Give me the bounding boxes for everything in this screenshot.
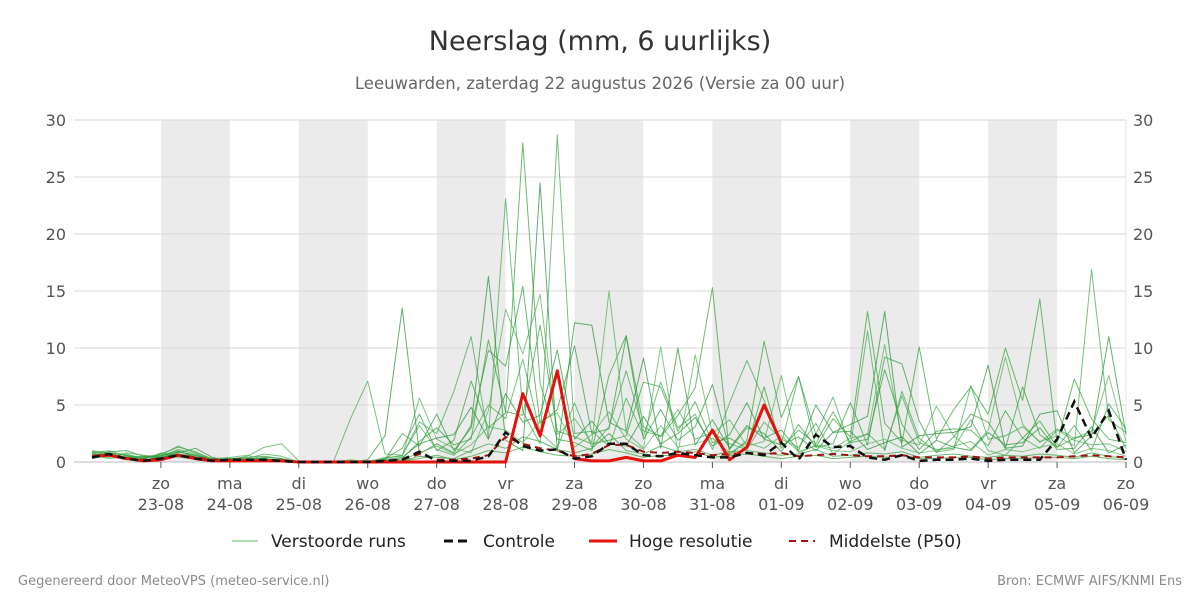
y-tick-right-5: 5 (1133, 396, 1143, 415)
x-tick-date-14: 06-09 (1103, 495, 1150, 514)
x-tick-day-3: wo (356, 474, 379, 493)
y-tick-right-25: 25 (1133, 168, 1153, 187)
x-tick-day-1: ma (217, 474, 242, 493)
y-axis-left: 0 5 10 15 20 25 30 (46, 111, 66, 472)
x-tick-day-4: do (427, 474, 447, 493)
y-axis-right: 0 5 10 15 20 25 30 (1133, 111, 1153, 472)
y-tick-left-20: 20 (46, 225, 66, 244)
x-tick-date-11: 03-09 (896, 495, 943, 514)
y-tick-left-30: 30 (46, 111, 66, 130)
y-tick-left-10: 10 (46, 339, 66, 358)
legend-label-median: Middelste (P50) (829, 532, 962, 552)
y-tick-right-15: 15 (1133, 282, 1153, 301)
member-line-2 (91, 182, 1127, 463)
y-tick-left-15: 15 (46, 282, 66, 301)
legend-label-members: Verstoorde runs (271, 532, 406, 552)
credit-left: Gegenereerd door MeteoVPS (meteo-service… (18, 574, 329, 589)
x-tick-day-14: zo (1117, 474, 1135, 493)
legend-label-control: Controle (483, 532, 555, 552)
x-tick-date-2: 25-08 (276, 495, 323, 514)
y-tick-left-0: 0 (56, 453, 66, 472)
control-line (91, 398, 1128, 464)
y-tick-right-20: 20 (1133, 225, 1153, 244)
x-tick-day-0: zo (152, 474, 170, 493)
member-line-4 (91, 285, 1127, 463)
x-tick-day-13: za (1048, 474, 1066, 493)
control-series (91, 398, 1128, 464)
x-tick-date-5: 28-08 (482, 495, 529, 514)
x-tick-date-0: 23-08 (138, 495, 185, 514)
x-tick-day-5: vr (498, 474, 514, 493)
x-tick-day-10: wo (839, 474, 862, 493)
y-tick-left-5: 5 (56, 396, 66, 415)
chart-title: Neerslag (mm, 6 uurlijks) (429, 26, 771, 57)
x-tick-day-2: di (291, 474, 306, 493)
y-tick-right-10: 10 (1133, 339, 1153, 358)
x-tick-date-12: 04-09 (965, 495, 1012, 514)
x-tick-day-6: za (565, 474, 583, 493)
x-tick-date-8: 31-08 (689, 495, 736, 514)
x-tick-day-12: vr (980, 474, 996, 493)
x-tick-date-7: 30-08 (620, 495, 667, 514)
x-tick-date-1: 24-08 (207, 495, 254, 514)
y-tick-right-30: 30 (1133, 111, 1153, 130)
x-tick-date-13: 05-09 (1034, 495, 1081, 514)
x-tick-day-7: zo (634, 474, 652, 493)
x-tick-date-3: 26-08 (344, 495, 391, 514)
x-tick-day-11: do (909, 474, 929, 493)
x-tick-date-9: 01-09 (758, 495, 805, 514)
x-tick-day-8: ma (700, 474, 725, 493)
credit-right: Bron: ECMWF AIFS/KNMI Ens (997, 574, 1182, 589)
x-tick-date-6: 29-08 (551, 495, 598, 514)
x-tick-date-4: 27-08 (413, 495, 460, 514)
legend: Verstoorde runs Controle Hoge resolutie … (232, 532, 962, 552)
y-tick-left-25: 25 (46, 168, 66, 187)
x-axis: zo 23-08 ma 24-08 di 25-08 wo 26-08 do 27-08 vr 28-… (138, 462, 1150, 514)
member-line-6 (91, 358, 1127, 463)
legend-label-hires: Hoge resolutie (629, 532, 753, 552)
x-tick-date-10: 02-09 (827, 495, 874, 514)
chart-subtitle: Leeuwarden, zaterdag 22 augustus 2026 (V… (355, 74, 845, 93)
y-tick-right-0: 0 (1133, 453, 1143, 472)
x-tick-day-9: di (774, 474, 789, 493)
